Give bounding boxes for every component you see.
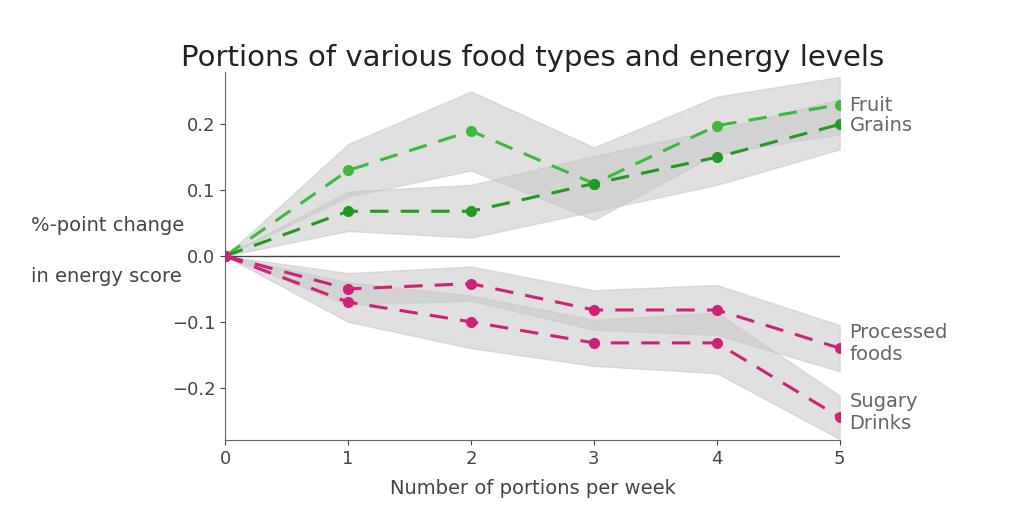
Text: Processed
foods: Processed foods [850,323,948,364]
Text: Grains: Grains [850,116,912,135]
X-axis label: Number of portions per week: Number of portions per week [389,479,676,498]
Title: Portions of various food types and energy levels: Portions of various food types and energ… [181,44,884,72]
Text: in energy score: in energy score [31,267,181,286]
Text: Sugary
Drinks: Sugary Drinks [850,392,918,433]
Text: Fruit: Fruit [850,96,893,115]
Text: %-point change: %-point change [31,216,184,235]
